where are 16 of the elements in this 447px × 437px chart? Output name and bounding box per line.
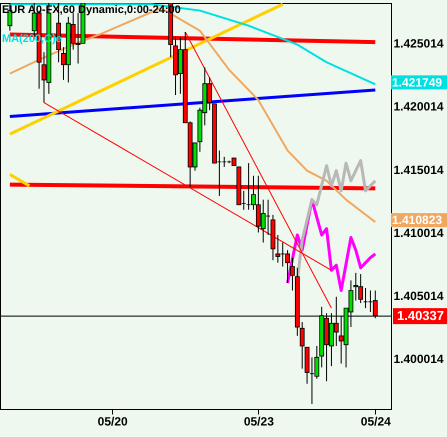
y-tick-label: 1.415014 [394, 162, 444, 177]
data-label: 1.410823 [392, 213, 442, 228]
candlestick [300, 322, 305, 370]
y-tick-label: 1.400014 [394, 352, 444, 366]
x-tick-label: 05/20 [98, 414, 128, 428]
y-tick-label: 1.425014 [394, 36, 444, 51]
y-tick-label: 1.420014 [394, 100, 444, 114]
data-label: 1.421749 [392, 75, 442, 90]
candlestick [275, 234, 280, 264]
candlestick [314, 345, 320, 380]
y-tick-label: 1.405014 [394, 288, 444, 303]
x-tick-label: 05/23 [244, 414, 274, 428]
candlestick [290, 257, 295, 291]
x-tick-label: 05/24 [360, 414, 392, 428]
y-tick-label: 1.410014 [394, 226, 444, 240]
ref-line-label: 1.40337 [397, 308, 444, 324]
